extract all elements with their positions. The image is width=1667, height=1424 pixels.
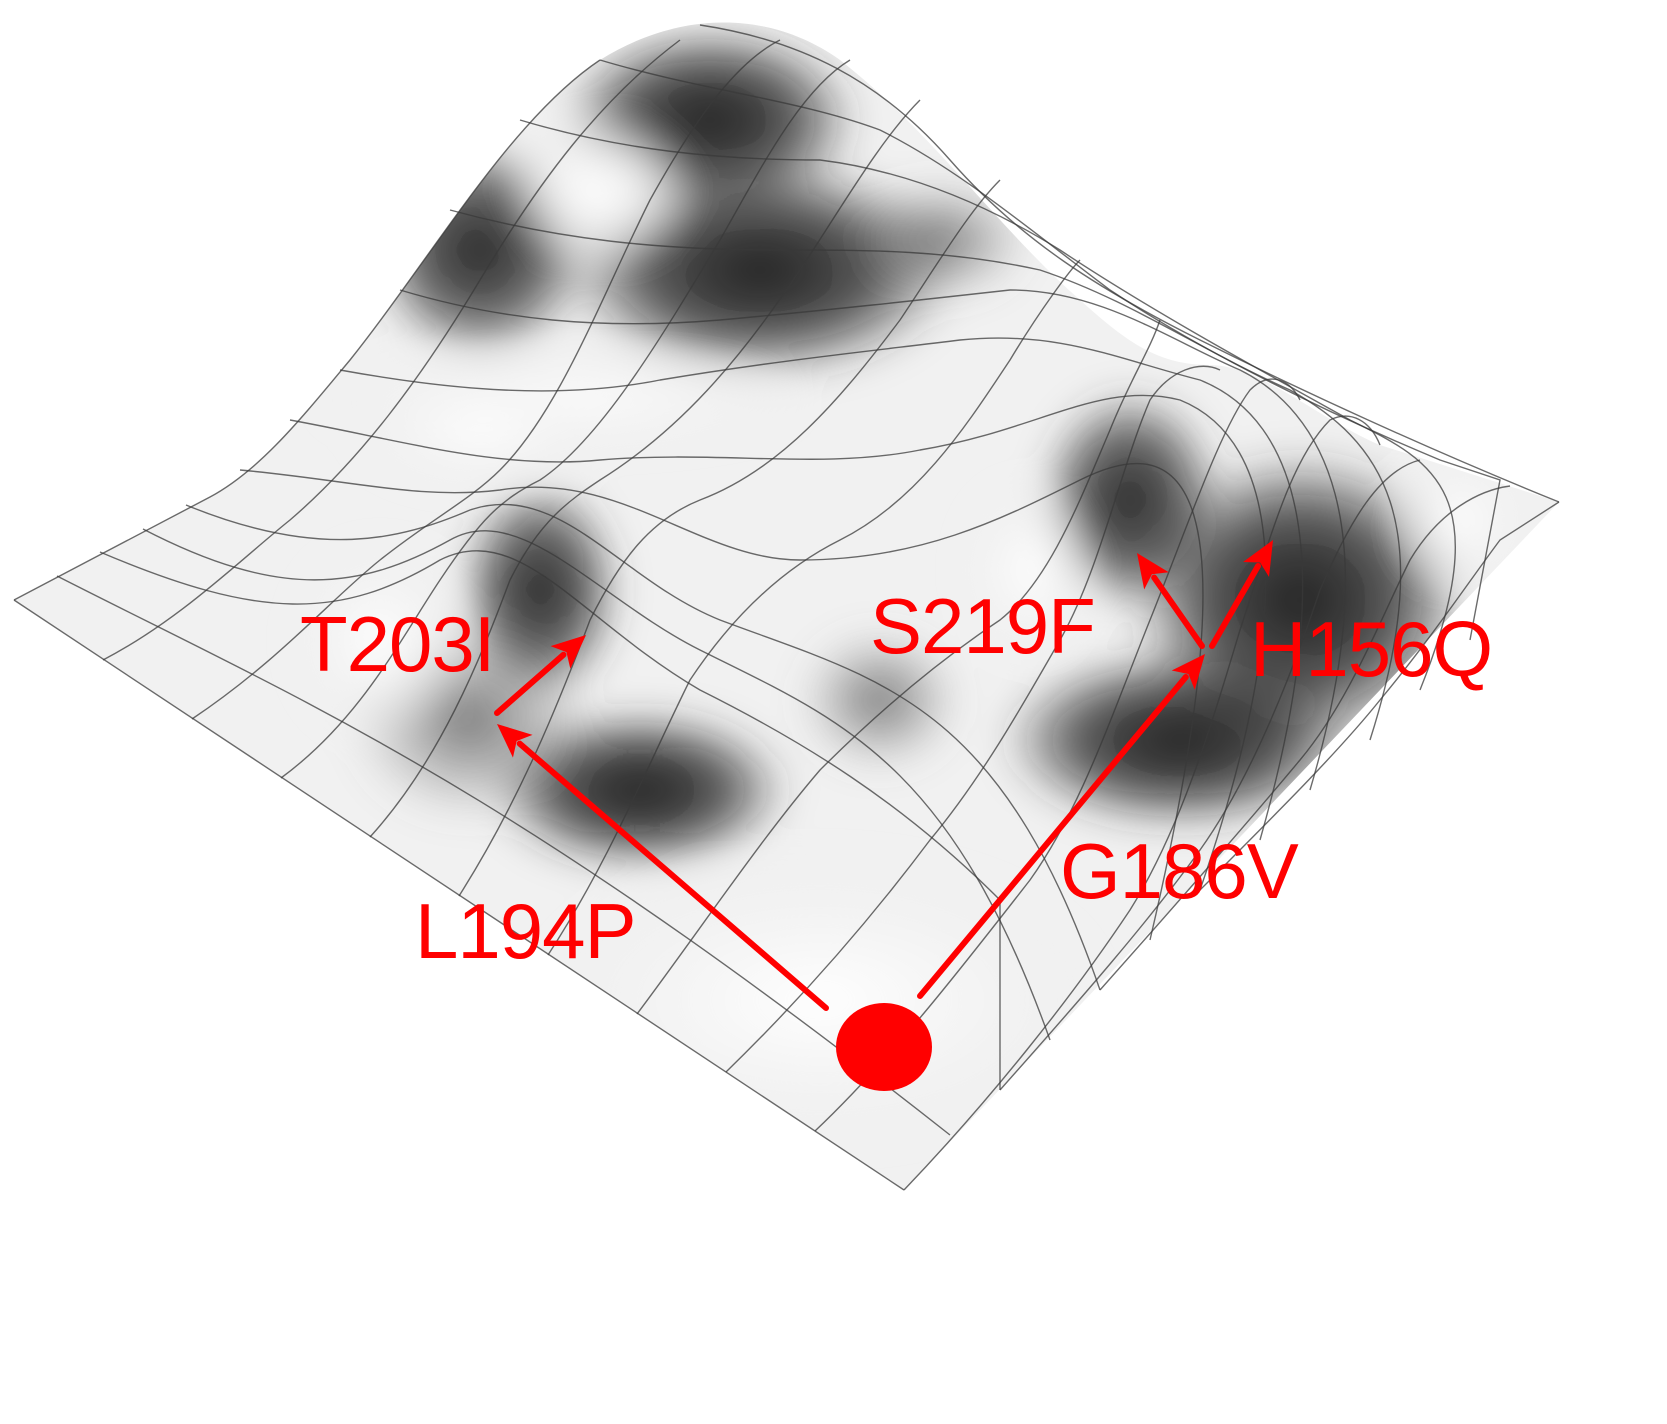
surface-grid: [13, 24, 1560, 1191]
arrow-head: [1243, 540, 1273, 577]
start-genotype-dot: [836, 1003, 932, 1091]
mutation-arrow-l194p: [497, 724, 829, 1011]
arrow-shaft: [917, 674, 1189, 999]
mutation-arrow-s219f: [1137, 553, 1205, 649]
mutation-arrow-t203i: [494, 635, 586, 716]
arrow-head: [1137, 553, 1169, 590]
arrow-head: [550, 635, 586, 669]
arrow-head: [1171, 654, 1205, 690]
mutation-paths: [494, 540, 1273, 1091]
arrow-head: [497, 724, 533, 758]
mutation-label-s219f: S219F: [870, 582, 1095, 670]
arrow-shaft: [1151, 574, 1205, 649]
mutation-arrow-g186v: [917, 654, 1205, 999]
mutation-label-t203i: T203I: [300, 600, 494, 688]
mutation-label-g186v: G186V: [1060, 827, 1299, 915]
arrow-shaft: [516, 740, 829, 1011]
mutation-label-l194p: L194P: [415, 887, 636, 975]
mutation-label-h156q: H156Q: [1250, 605, 1492, 693]
arrow-shaft: [1209, 563, 1262, 649]
mutation-arrow-h156q: [1209, 540, 1273, 649]
arrow-shaft: [494, 651, 567, 716]
